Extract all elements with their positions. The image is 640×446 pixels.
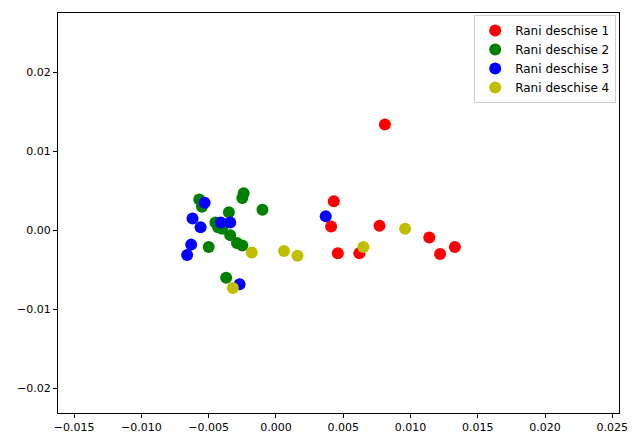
svg-text:−0.010: −0.010 xyxy=(121,421,162,434)
svg-text:Rani deschise 1: Rani deschise 1 xyxy=(515,24,609,38)
svg-text:−0.015: −0.015 xyxy=(54,421,95,434)
svg-text:0.020: 0.020 xyxy=(529,421,561,434)
svg-text:0.005: 0.005 xyxy=(327,421,359,434)
svg-text:−0.02: −0.02 xyxy=(17,382,51,395)
svg-text:0.01: 0.01 xyxy=(26,145,51,158)
svg-text:0.015: 0.015 xyxy=(462,421,494,434)
svg-text:Rani deschise 4: Rani deschise 4 xyxy=(515,81,609,95)
svg-text:0.010: 0.010 xyxy=(395,421,427,434)
svg-text:Rani deschise 3: Rani deschise 3 xyxy=(515,62,609,76)
svg-text:0.02: 0.02 xyxy=(26,66,51,79)
svg-text:0.000: 0.000 xyxy=(260,421,292,434)
svg-text:0.00: 0.00 xyxy=(26,224,51,237)
svg-text:−0.005: −0.005 xyxy=(188,421,229,434)
svg-text:Rani deschise 2: Rani deschise 2 xyxy=(515,43,609,57)
svg-text:−0.01: −0.01 xyxy=(17,303,51,316)
svg-text:0.025: 0.025 xyxy=(597,421,629,434)
